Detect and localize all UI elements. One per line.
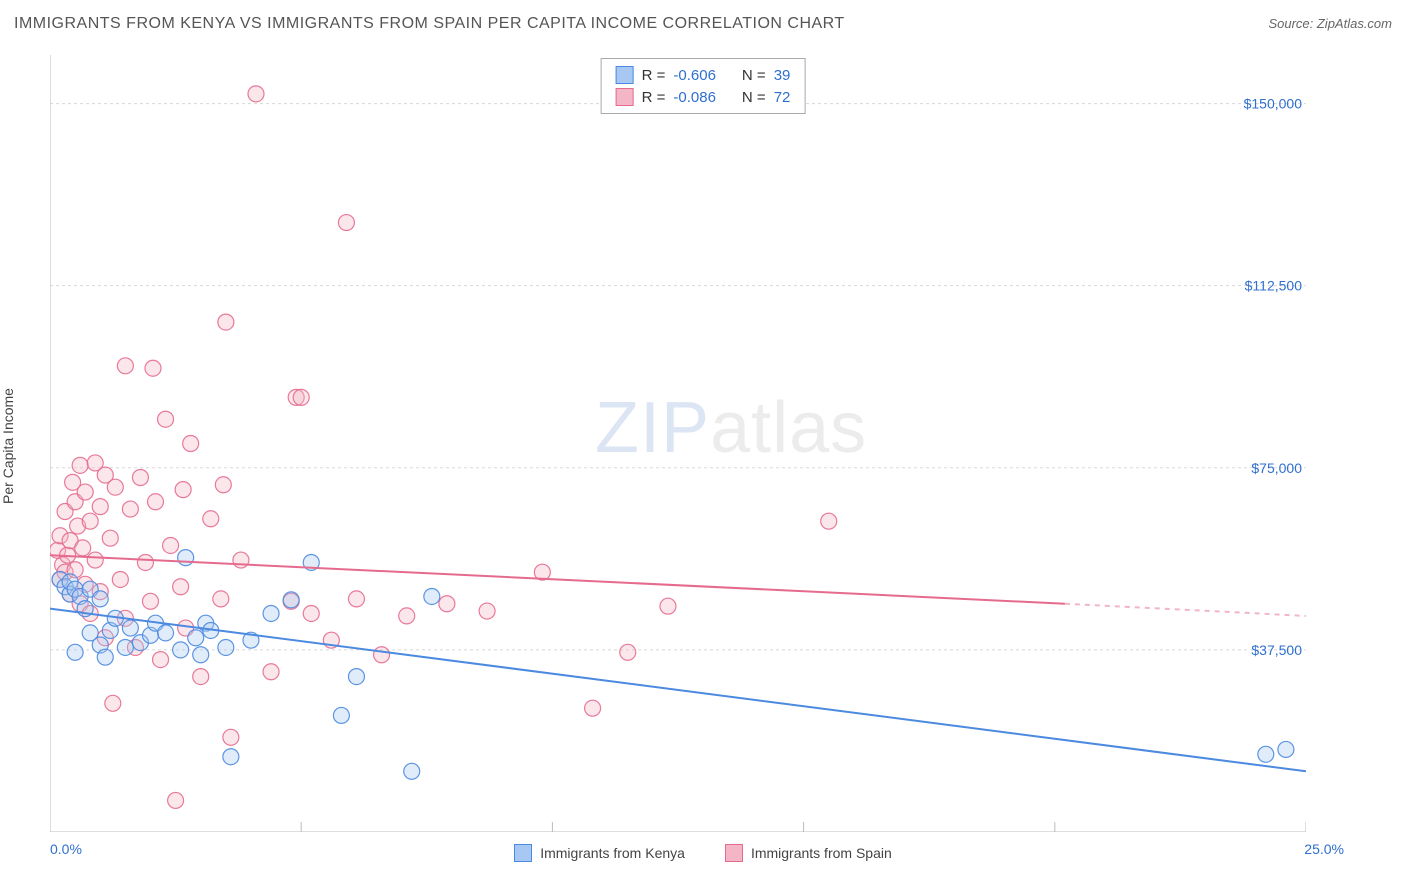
scatter-plot: $37,500 $75,000 $112,500 $150,000 <box>50 55 1306 832</box>
legend-item-kenya: Immigrants from Kenya <box>514 844 685 862</box>
r-value-kenya: -0.606 <box>673 67 716 84</box>
svg-text:$75,000: $75,000 <box>1251 460 1302 476</box>
source-name: ZipAtlas.com <box>1317 16 1392 31</box>
svg-text:$150,000: $150,000 <box>1244 96 1303 112</box>
r-label: R = <box>642 89 666 106</box>
legend-item-spain: Immigrants from Spain <box>725 844 892 862</box>
swatch-kenya-icon <box>514 844 532 862</box>
r-label: R = <box>642 67 666 84</box>
n-value-kenya: 39 <box>774 67 791 84</box>
r-value-spain: -0.086 <box>673 89 716 106</box>
swatch-spain-icon <box>616 88 634 106</box>
n-label: N = <box>742 89 766 106</box>
swatch-kenya-icon <box>616 66 634 84</box>
svg-text:$37,500: $37,500 <box>1251 642 1302 658</box>
chart-title: IMMIGRANTS FROM KENYA VS IMMIGRANTS FROM… <box>14 15 845 33</box>
swatch-spain-icon <box>725 844 743 862</box>
svg-text:$112,500: $112,500 <box>1245 278 1303 294</box>
legend-label-kenya: Immigrants from Kenya <box>540 845 685 861</box>
y-axis-label: Per Capita Income <box>0 388 16 504</box>
n-label: N = <box>742 67 766 84</box>
stats-legend-box: R = -0.606 N = 39 R = -0.086 N = 72 <box>601 58 806 114</box>
legend-label-spain: Immigrants from Spain <box>751 845 892 861</box>
source-prefix: Source: <box>1268 16 1316 31</box>
stats-row-kenya: R = -0.606 N = 39 <box>616 64 791 86</box>
n-value-spain: 72 <box>774 89 791 106</box>
stats-row-spain: R = -0.086 N = 72 <box>616 86 791 108</box>
bottom-legend: Immigrants from Kenya Immigrants from Sp… <box>0 844 1406 862</box>
source-attribution: Source: ZipAtlas.com <box>1268 15 1392 33</box>
